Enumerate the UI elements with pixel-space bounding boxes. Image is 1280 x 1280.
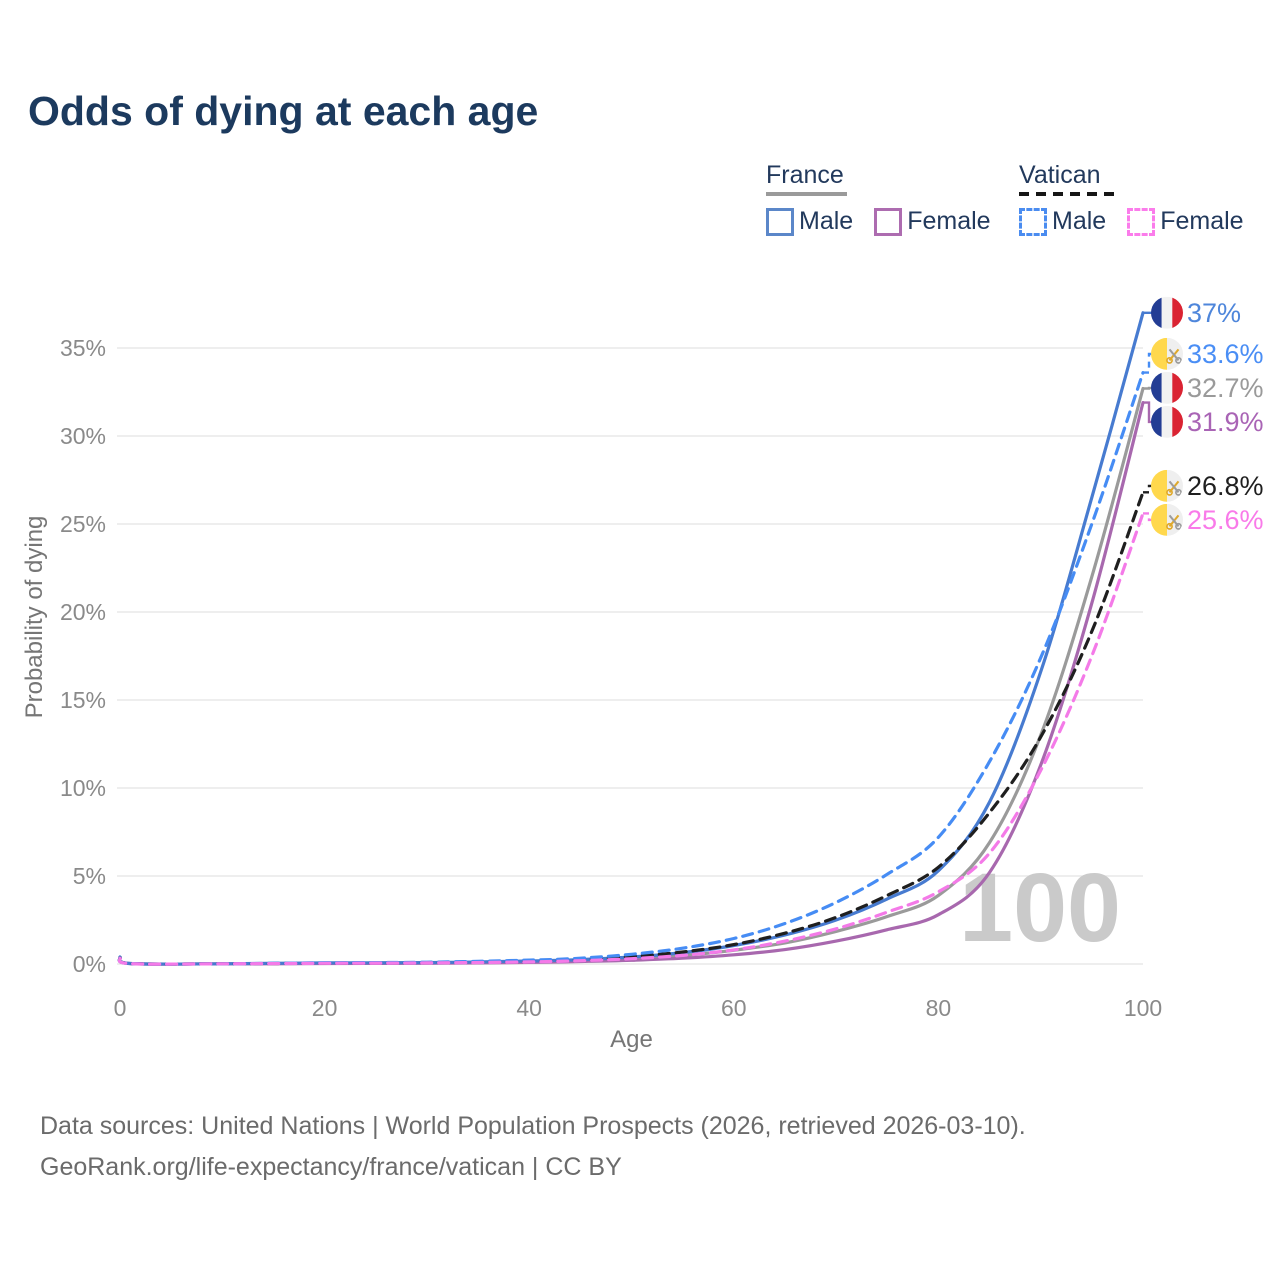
legend-swatch-vatican-male[interactable] bbox=[1019, 207, 1047, 236]
x-tick-label-0: 0 bbox=[114, 995, 127, 1021]
y-tick-label-5: 5% bbox=[73, 863, 106, 889]
end-value-label-vatican-female: 25.6% bbox=[1187, 505, 1264, 535]
legend-label-france-male[interactable]: Male bbox=[799, 207, 854, 235]
page-title: Odds of dying at each age bbox=[28, 88, 539, 134]
legend-label-france-female[interactable]: Female bbox=[907, 207, 991, 235]
legend-france-line-style-swatch bbox=[766, 192, 847, 196]
legend-vatican-header: Vatican bbox=[1019, 161, 1101, 189]
france-flag-icon bbox=[1151, 296, 1183, 329]
leader-france-female bbox=[1143, 401, 1152, 424]
x-tick-label-60: 60 bbox=[721, 995, 747, 1021]
end-value-label-vatican-male: 33.6% bbox=[1187, 339, 1264, 369]
vatican-flag-icon bbox=[1151, 337, 1183, 370]
y-tick-label-20: 20% bbox=[60, 599, 106, 625]
footer-data-sources: Data sources: United Nations | World Pop… bbox=[40, 1112, 1026, 1140]
end-value-label-france-female: 31.9% bbox=[1187, 407, 1264, 437]
y-tick-label-30: 30% bbox=[60, 423, 106, 449]
x-tick-label-100: 100 bbox=[1124, 995, 1162, 1021]
legend-group-france: France Male Female bbox=[766, 162, 1012, 236]
legend-vatican-line-style-swatch bbox=[1019, 192, 1114, 196]
legend-vatican-row: Male Female bbox=[1019, 207, 1265, 236]
legend-label-vatican-female[interactable]: Female bbox=[1160, 207, 1244, 235]
y-tick-label-25: 25% bbox=[60, 511, 106, 537]
end-value-label-france-male: 37% bbox=[1187, 298, 1241, 328]
x-tick-label-20: 20 bbox=[312, 995, 338, 1021]
y-tick-label-15: 15% bbox=[60, 687, 106, 713]
y-tick-label-10: 10% bbox=[60, 775, 106, 801]
y-tick-label-0: 0% bbox=[73, 951, 106, 977]
x-axis-title: Age bbox=[610, 1026, 653, 1053]
x-tick-label-40: 40 bbox=[516, 995, 542, 1021]
legend-swatch-vatican-female[interactable] bbox=[1127, 207, 1156, 236]
leader-france-total bbox=[1143, 386, 1152, 390]
legend-france-row: Male Female bbox=[766, 207, 1012, 236]
legend-group-vatican: Vatican Male Female bbox=[1019, 162, 1265, 236]
legend-france-header: France bbox=[766, 161, 844, 189]
series-line-vatican-female[interactable] bbox=[117, 511, 1145, 966]
footer-attribution: Data sources: United Nations | World Pop… bbox=[40, 1106, 1026, 1188]
leader-vatican-male bbox=[1143, 352, 1152, 374]
end-value-label-france-total: 32.7% bbox=[1187, 373, 1264, 403]
leader-vatican-total bbox=[1143, 484, 1152, 494]
france-flag-icon bbox=[1151, 371, 1183, 404]
age-counter-watermark: 100 bbox=[959, 853, 1121, 962]
vatican-flag-icon bbox=[1151, 503, 1183, 536]
legend-swatch-france-female[interactable] bbox=[874, 207, 903, 236]
x-tick-label-80: 80 bbox=[926, 995, 952, 1021]
vatican-flag-icon bbox=[1151, 469, 1183, 502]
y-axis-title: Probability of dying bbox=[21, 516, 48, 719]
end-value-label-vatican-total: 26.8% bbox=[1187, 471, 1264, 501]
legend-label-vatican-male[interactable]: Male bbox=[1052, 207, 1107, 235]
leader-vatican-female bbox=[1143, 512, 1152, 522]
france-flag-icon bbox=[1151, 405, 1183, 438]
footer-url: GeoRank.org/life-expectancy/france/vatic… bbox=[40, 1153, 622, 1181]
legend-swatch-france-male[interactable] bbox=[766, 207, 794, 236]
y-tick-label-35: 35% bbox=[60, 335, 106, 361]
